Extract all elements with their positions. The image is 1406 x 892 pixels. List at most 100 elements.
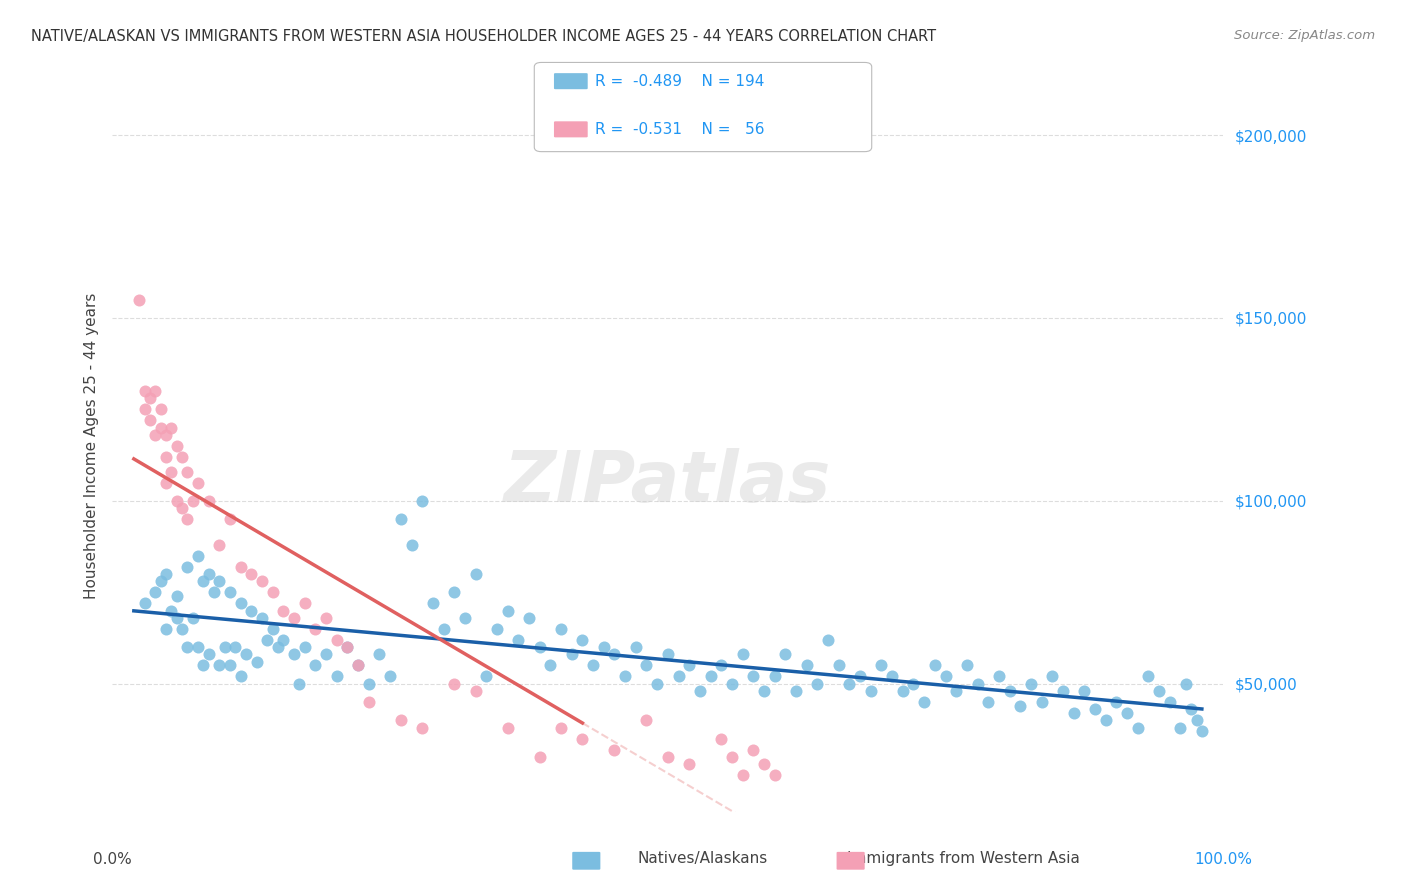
Point	[235, 648, 257, 662]
Y-axis label: Householder Income Ages 25 - 44 years: Householder Income Ages 25 - 44 years	[83, 293, 98, 599]
Point	[699, 669, 721, 683]
Point	[181, 493, 204, 508]
Point	[912, 695, 935, 709]
Point	[775, 648, 797, 662]
Point	[529, 749, 551, 764]
Point	[134, 402, 156, 417]
Point	[752, 684, 775, 698]
Point	[785, 684, 807, 698]
Point	[742, 669, 765, 683]
Point	[170, 450, 193, 464]
Point	[240, 603, 263, 617]
Point	[582, 658, 605, 673]
Point	[197, 493, 219, 508]
Point	[550, 721, 572, 735]
Point	[187, 640, 209, 655]
Point	[166, 611, 188, 625]
Point	[219, 585, 242, 599]
Point	[817, 632, 839, 647]
Point	[193, 658, 215, 673]
Point	[592, 640, 614, 655]
Point	[668, 669, 690, 683]
Point	[838, 676, 860, 690]
Point	[849, 669, 872, 683]
Point	[143, 384, 166, 398]
Point	[1174, 676, 1197, 690]
Point	[870, 658, 893, 673]
Point	[475, 669, 498, 683]
Point	[262, 622, 284, 636]
Point	[752, 757, 775, 772]
Point	[1063, 706, 1085, 720]
Point	[304, 658, 326, 673]
Point	[149, 402, 172, 417]
Point	[357, 695, 380, 709]
Point	[1019, 676, 1042, 690]
Point	[176, 465, 198, 479]
Point	[1084, 702, 1107, 716]
Point	[731, 768, 754, 782]
Point	[411, 721, 433, 735]
Point	[193, 574, 215, 589]
Text: ZIPatlas: ZIPatlas	[505, 448, 831, 517]
Point	[859, 684, 882, 698]
Point	[454, 611, 477, 625]
Point	[485, 622, 508, 636]
Point	[1137, 669, 1160, 683]
Point	[689, 684, 711, 698]
Point	[134, 596, 156, 610]
Point	[529, 640, 551, 655]
Point	[924, 658, 946, 673]
Point	[155, 622, 177, 636]
Point	[176, 512, 198, 526]
Point	[224, 640, 246, 655]
Point	[636, 714, 658, 728]
Point	[160, 465, 183, 479]
Point	[1147, 684, 1170, 698]
Point	[219, 658, 242, 673]
Point	[304, 622, 326, 636]
Point	[229, 596, 252, 610]
Point	[283, 648, 305, 662]
Point	[267, 640, 290, 655]
Point	[1031, 695, 1053, 709]
Point	[149, 420, 172, 434]
Point	[155, 450, 177, 464]
Point	[214, 640, 236, 655]
Point	[443, 585, 465, 599]
Point	[315, 611, 337, 625]
Point	[678, 658, 700, 673]
Text: Immigrants from Western Asia: Immigrants from Western Asia	[846, 851, 1080, 865]
Point	[464, 684, 486, 698]
Point	[389, 714, 412, 728]
Point	[496, 603, 519, 617]
Point	[219, 512, 242, 526]
Point	[143, 428, 166, 442]
Point	[721, 749, 744, 764]
Point	[882, 669, 904, 683]
Point	[128, 293, 150, 307]
Point	[636, 658, 658, 673]
Text: Natives/Alaskans: Natives/Alaskans	[638, 851, 768, 865]
Point	[155, 475, 177, 490]
Point	[357, 676, 380, 690]
Point	[966, 676, 988, 690]
Point	[229, 559, 252, 574]
Point	[283, 611, 305, 625]
Point	[187, 475, 209, 490]
Point	[187, 549, 209, 563]
Point	[1159, 695, 1181, 709]
Point	[422, 596, 444, 610]
Point	[160, 603, 183, 617]
Point	[678, 757, 700, 772]
Point	[160, 420, 183, 434]
Point	[763, 768, 786, 782]
Point	[155, 567, 177, 582]
Point	[208, 574, 231, 589]
Point	[294, 596, 316, 610]
Point	[571, 731, 593, 746]
Point	[176, 640, 198, 655]
Point	[508, 632, 530, 647]
Point	[139, 413, 162, 427]
Point	[464, 567, 486, 582]
